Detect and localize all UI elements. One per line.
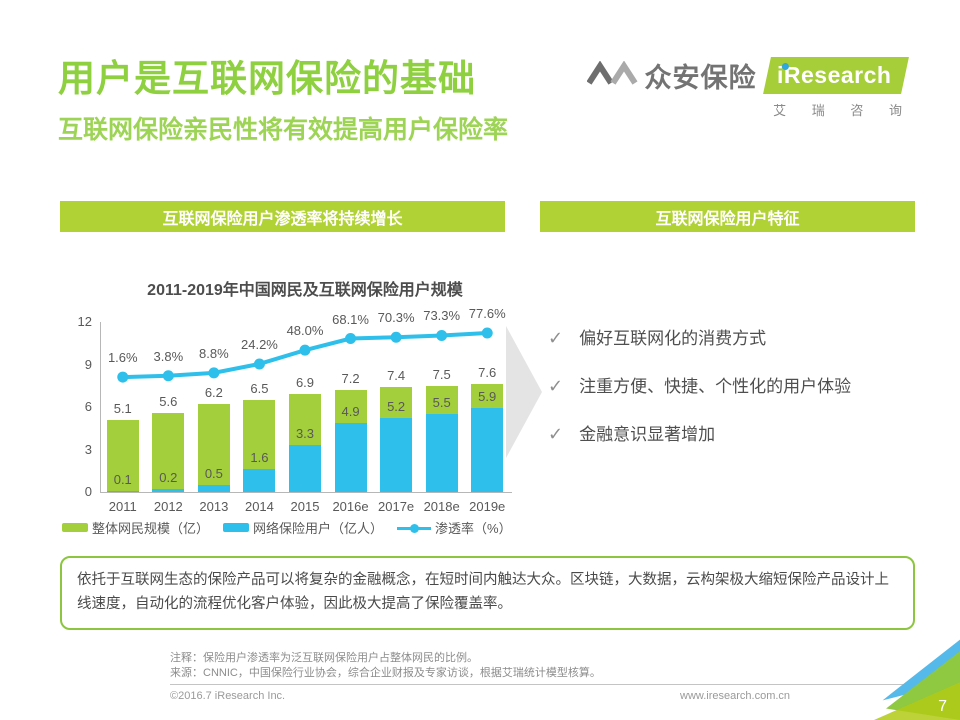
- bar-value-label: 7.6: [478, 365, 497, 381]
- iresearch-logo: iResearch: [762, 57, 909, 94]
- percent-label: 24.2%: [241, 336, 278, 352]
- percent-label: 73.3%: [423, 308, 461, 324]
- bar-value-label: 0.5: [204, 465, 223, 481]
- line-point: [299, 344, 311, 356]
- percent-label: 68.1%: [332, 311, 369, 327]
- banner-penetration: 互联网保险用户渗透率将持续增长: [60, 201, 505, 232]
- line-point: [390, 331, 402, 343]
- y-axis-tick-label: 9: [84, 356, 92, 372]
- bar-value-label: 7.4: [387, 368, 406, 384]
- bar-value-label: 6.9: [295, 375, 315, 391]
- bar-insurance-users: [425, 414, 458, 492]
- right-arrow-icon: [506, 326, 542, 458]
- feature-item: ✓ 偏好互联网化的消费方式: [548, 328, 767, 348]
- category-label: 2017e: [378, 499, 415, 514]
- line-point: [436, 329, 448, 341]
- category-label: 2019e: [469, 499, 506, 514]
- page-title: 用户是互联网保险的基础: [58, 58, 476, 99]
- bar-insurance-users: [243, 469, 276, 492]
- iresearch-logo-subtext: 艾 瑞 咨 询: [773, 103, 913, 118]
- bar-value-label: 7.5: [432, 366, 451, 382]
- corner-decoration: 7: [874, 638, 960, 720]
- bar-insurance-users: [380, 418, 413, 492]
- website-link[interactable]: www.iresearch.com.cn: [680, 690, 791, 702]
- bar-insurance-users: [334, 422, 367, 492]
- copyright-text: ©2016.7 iResearch Inc.: [170, 690, 286, 702]
- zhongan-logo-text: 众安保险: [644, 63, 757, 93]
- bar-value-label: 1.6: [250, 450, 269, 466]
- line-point: [253, 358, 265, 370]
- summary-box: 依托于互联网生态的保险产品可以将复杂的金融概念，在短时间内触达大众。区块链，大数…: [60, 556, 915, 630]
- bar-total-netizens: [197, 404, 230, 492]
- y-axis-tick-label: 12: [77, 314, 92, 329]
- percent-label: 70.3%: [377, 310, 415, 326]
- banner-user-traits: 互联网保险用户特征: [540, 201, 915, 232]
- category-label: 2012: [153, 499, 183, 514]
- bar-total-netizens: [152, 412, 185, 492]
- bar-value-label: 4.9: [341, 403, 360, 419]
- page-subtitle: 互联网保险亲民性将有效提高用户保险率: [58, 116, 509, 144]
- line-marker-icon: [397, 523, 432, 533]
- chart-title: 2011-2019年中国网民及互联网保险用户规模: [147, 282, 463, 299]
- iresearch-i-dot-icon: [781, 63, 789, 70]
- check-icon: ✓: [548, 424, 564, 444]
- footnote-source: 来源：CNNIC，中国保险行业协会，综合企业财报及专家访谈，根据艾瑞统计模型核算…: [170, 667, 601, 679]
- category-label: 2014: [244, 499, 274, 514]
- bar-value-label: 5.9: [478, 389, 497, 405]
- y-axis-tick-label: 3: [84, 441, 92, 457]
- legend-item-insurance-users: 网络保险用户（亿人）: [223, 518, 383, 537]
- bar-value-label: 5.5: [432, 395, 451, 411]
- green-swatch-icon: [62, 523, 88, 532]
- bar-insurance-users: [197, 484, 230, 492]
- chart-legend: 整体网民规模（亿） 网络保险用户（亿人） 渗透率（%）: [62, 518, 512, 537]
- bar-insurance-users: [289, 445, 321, 492]
- bar-value-label: 5.6: [159, 393, 178, 409]
- line-point: [481, 327, 493, 339]
- bar-value-label: 5.2: [387, 399, 406, 415]
- zhongan-chevrons-icon: [586, 60, 639, 90]
- bar-total-netizens: [106, 419, 139, 492]
- category-label: 2011: [108, 499, 137, 514]
- percent-label: 77.6%: [468, 305, 506, 321]
- bar-value-label: 7.2: [341, 371, 360, 386]
- bar-insurance-users: [152, 489, 185, 492]
- check-icon: ✓: [548, 328, 564, 348]
- line-point: [208, 367, 220, 379]
- bar-value-label: 6.5: [250, 380, 269, 396]
- category-label: 2018e: [423, 499, 460, 514]
- bar-value-label: 0.2: [159, 470, 178, 486]
- category-label: 2015: [290, 499, 320, 514]
- bar-value-label: 3.3: [295, 426, 315, 442]
- bar-value-label: 6.2: [204, 385, 223, 401]
- category-label: 2016e: [332, 499, 369, 514]
- blue-swatch-icon: [223, 523, 250, 532]
- chart: 2011-2019年中国网民及互联网保险用户规模 0 3 6 9 12 5.1 0.1 201…: [60, 268, 530, 553]
- y-axis-tick-label: 0: [84, 484, 92, 499]
- bar-value-label: 0.1: [113, 471, 132, 487]
- bar-insurance-users: [471, 408, 504, 492]
- check-icon: ✓: [548, 376, 564, 396]
- chart-plot-area: 0 3 6 9 12 5.1 0.1 2011 1.6% 5.6 0.2 2012 3.8% 6.2 0.5…: [60, 268, 530, 553]
- footer-divider: [170, 684, 940, 685]
- feature-item: ✓ 注重方便、快捷、个性化的用户体验: [548, 376, 852, 396]
- y-axis-line: [100, 322, 101, 492]
- x-axis-line: [100, 492, 512, 493]
- legend-item-penetration: 渗透率（%）: [397, 518, 512, 537]
- page-number: 7: [938, 698, 947, 715]
- line-point: [162, 370, 174, 382]
- bar-value-label: 5.1: [113, 400, 132, 416]
- bar-insurance-users: [106, 490, 139, 492]
- legend-item-netizens: 整体网民规模（亿）: [62, 518, 209, 537]
- logo-block: 众安保险 iResearch 艾 瑞 咨 询: [586, 56, 909, 119]
- category-label: 2013: [199, 499, 229, 514]
- line-point: [345, 333, 357, 345]
- feature-item: ✓ 金融意识显著增加: [548, 424, 716, 444]
- feature-list: ✓ 偏好互联网化的消费方式 ✓ 注重方便、快捷、个性化的用户体验 ✓ 金融意识显…: [548, 328, 851, 472]
- y-axis-tick-label: 6: [84, 399, 92, 414]
- footnote-annotation: 注释：保险用户渗透率为泛互联网保险用户占整体网民的比例。: [170, 652, 478, 664]
- footnotes: 注释：保险用户渗透率为泛互联网保险用户占整体网民的比例。 来源：CNNIC，中国…: [170, 651, 601, 681]
- line-point: [117, 371, 129, 383]
